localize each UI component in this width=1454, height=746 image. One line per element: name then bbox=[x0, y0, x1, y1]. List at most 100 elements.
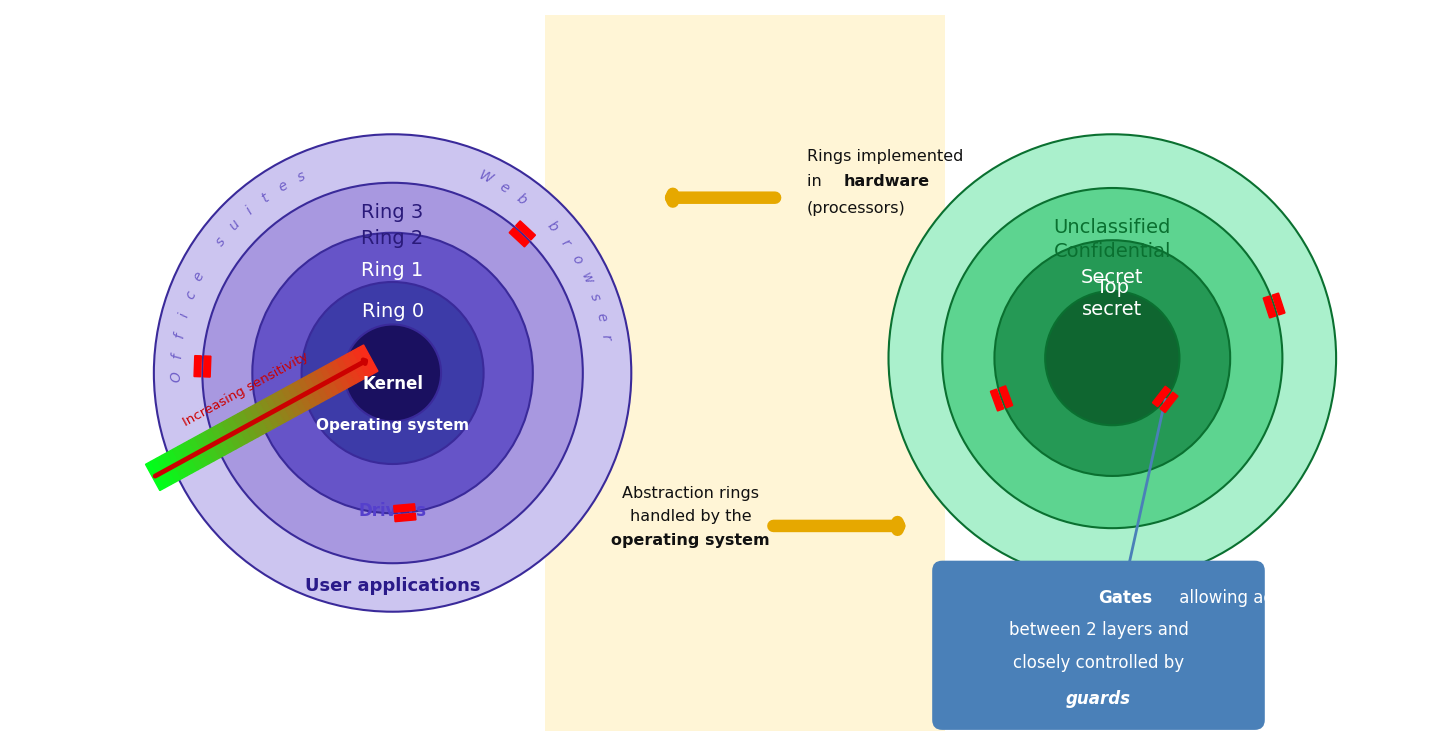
Text: Rings implemented: Rings implemented bbox=[807, 149, 964, 164]
Text: Top
secret: Top secret bbox=[1082, 278, 1143, 319]
Text: Ring 1: Ring 1 bbox=[362, 260, 423, 280]
Text: handled by the: handled by the bbox=[630, 509, 752, 524]
Text: Abstraction rings: Abstraction rings bbox=[622, 486, 759, 501]
Text: s: s bbox=[295, 169, 307, 185]
Text: f: f bbox=[172, 332, 188, 339]
Polygon shape bbox=[233, 413, 253, 443]
Text: u: u bbox=[227, 218, 243, 233]
Polygon shape bbox=[260, 398, 279, 428]
Circle shape bbox=[154, 134, 631, 612]
Polygon shape bbox=[342, 354, 362, 383]
Text: e: e bbox=[593, 311, 609, 323]
Polygon shape bbox=[1272, 293, 1285, 315]
Polygon shape bbox=[205, 428, 225, 458]
Text: Operating system: Operating system bbox=[316, 418, 470, 433]
Polygon shape bbox=[217, 422, 236, 452]
Polygon shape bbox=[161, 452, 182, 482]
Polygon shape bbox=[292, 380, 313, 410]
Text: W: W bbox=[477, 169, 494, 187]
Polygon shape bbox=[298, 377, 318, 407]
Polygon shape bbox=[1160, 392, 1178, 413]
Polygon shape bbox=[353, 348, 372, 377]
Circle shape bbox=[202, 183, 583, 563]
Polygon shape bbox=[211, 425, 231, 455]
Polygon shape bbox=[326, 363, 345, 392]
Polygon shape bbox=[254, 401, 275, 431]
Polygon shape bbox=[201, 431, 220, 461]
Polygon shape bbox=[1153, 386, 1170, 407]
Polygon shape bbox=[179, 443, 198, 473]
Text: Unclassified: Unclassified bbox=[1054, 218, 1170, 237]
Polygon shape bbox=[310, 372, 329, 401]
Text: Gates: Gates bbox=[1099, 589, 1153, 606]
Text: Increasing sensitivity: Increasing sensitivity bbox=[180, 349, 311, 428]
Text: w: w bbox=[579, 270, 596, 286]
Polygon shape bbox=[167, 449, 188, 479]
Text: b: b bbox=[513, 191, 529, 207]
Text: in: in bbox=[807, 174, 827, 189]
Text: Secret: Secret bbox=[1082, 268, 1143, 287]
Text: s: s bbox=[587, 292, 603, 303]
Polygon shape bbox=[244, 407, 263, 437]
Polygon shape bbox=[195, 434, 214, 464]
Circle shape bbox=[253, 233, 532, 513]
Polygon shape bbox=[270, 392, 291, 422]
Text: Drivers: Drivers bbox=[359, 502, 426, 520]
Polygon shape bbox=[282, 386, 301, 416]
Circle shape bbox=[345, 325, 441, 421]
Polygon shape bbox=[204, 356, 211, 377]
Polygon shape bbox=[288, 383, 307, 413]
Polygon shape bbox=[304, 374, 323, 404]
Polygon shape bbox=[193, 356, 201, 377]
Polygon shape bbox=[336, 357, 356, 386]
Circle shape bbox=[995, 240, 1230, 476]
Polygon shape bbox=[222, 419, 241, 449]
Polygon shape bbox=[348, 351, 366, 380]
Polygon shape bbox=[249, 404, 269, 434]
Text: between 2 layers and: between 2 layers and bbox=[1009, 621, 1188, 639]
Text: operating system: operating system bbox=[611, 533, 771, 548]
Text: f: f bbox=[170, 353, 185, 359]
Polygon shape bbox=[151, 458, 170, 488]
Polygon shape bbox=[509, 228, 529, 247]
Text: b: b bbox=[544, 219, 560, 235]
Text: r: r bbox=[599, 333, 614, 341]
Text: e: e bbox=[190, 269, 206, 283]
Text: (processors): (processors) bbox=[807, 201, 906, 216]
Polygon shape bbox=[394, 513, 416, 521]
Polygon shape bbox=[358, 345, 378, 374]
Text: guards: guards bbox=[1066, 690, 1131, 708]
Text: i: i bbox=[243, 204, 256, 218]
Text: o: o bbox=[569, 253, 585, 267]
Text: O: O bbox=[169, 372, 183, 383]
Text: r: r bbox=[558, 236, 573, 249]
Text: c: c bbox=[183, 289, 199, 301]
Circle shape bbox=[1045, 291, 1179, 425]
Text: Ring 3: Ring 3 bbox=[362, 203, 423, 222]
Text: t: t bbox=[259, 191, 272, 205]
Polygon shape bbox=[516, 221, 535, 240]
Text: s: s bbox=[214, 234, 228, 248]
Polygon shape bbox=[189, 437, 209, 467]
Polygon shape bbox=[227, 416, 247, 446]
Text: Ring 2: Ring 2 bbox=[362, 229, 423, 248]
Text: e: e bbox=[276, 178, 289, 195]
Polygon shape bbox=[238, 410, 257, 440]
Polygon shape bbox=[183, 440, 204, 470]
Text: User applications: User applications bbox=[305, 577, 480, 595]
Text: Ring 0: Ring 0 bbox=[362, 302, 423, 322]
Polygon shape bbox=[157, 455, 176, 485]
FancyBboxPatch shape bbox=[932, 561, 1265, 730]
Circle shape bbox=[942, 188, 1282, 528]
Polygon shape bbox=[394, 504, 414, 513]
Polygon shape bbox=[314, 369, 334, 398]
Polygon shape bbox=[545, 15, 945, 731]
Polygon shape bbox=[266, 395, 285, 425]
Polygon shape bbox=[320, 366, 340, 395]
Polygon shape bbox=[173, 446, 192, 476]
Text: Kernel: Kernel bbox=[362, 375, 423, 393]
Polygon shape bbox=[145, 461, 166, 491]
Text: allowing accesses: allowing accesses bbox=[1175, 589, 1329, 606]
Polygon shape bbox=[999, 386, 1012, 408]
Polygon shape bbox=[332, 360, 350, 389]
